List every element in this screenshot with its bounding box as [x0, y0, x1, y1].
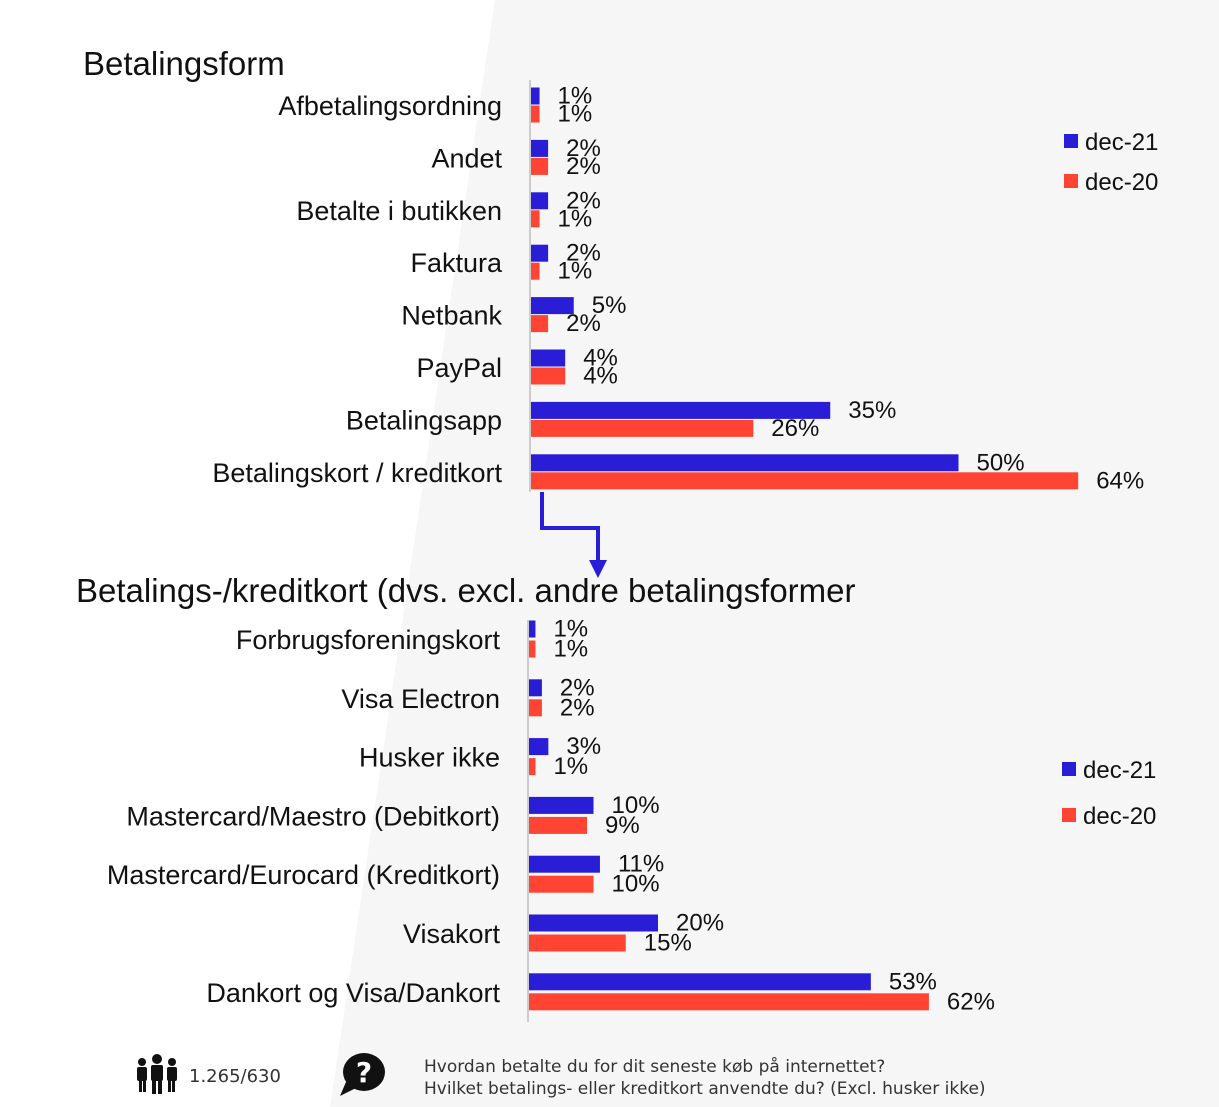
data-label: 1%	[553, 753, 588, 780]
svg-text:?: ?	[356, 1056, 372, 1089]
data-label: 26%	[771, 415, 819, 442]
bar-dec-20	[531, 367, 566, 385]
bar-dec-21	[531, 192, 549, 210]
data-label: 2%	[566, 240, 601, 267]
data-label: 1%	[558, 205, 593, 232]
category-label: Visa Electron	[341, 684, 500, 714]
people-icon	[137, 1054, 177, 1094]
bar-dec-20	[529, 758, 536, 776]
category-label: Betalingskort / kreditkort	[212, 458, 502, 488]
flow-arrow	[540, 492, 600, 562]
data-label: 2%	[566, 310, 601, 337]
question-bubble-icon: ?	[340, 1053, 385, 1096]
bar-dec-20	[529, 640, 536, 658]
data-label: 64%	[1096, 467, 1144, 494]
bar-dec-21	[529, 973, 871, 991]
data-label: 15%	[644, 930, 692, 957]
category-label: Faktura	[410, 248, 503, 278]
legend-swatch-dec-21	[1064, 134, 1078, 148]
flow-arrowhead	[589, 560, 607, 578]
footer-icons: ?	[137, 1053, 385, 1096]
data-label: 2%	[566, 135, 601, 162]
data-label: 1%	[558, 83, 593, 110]
data-label: 2%	[566, 187, 601, 214]
bar-dec-21	[529, 796, 594, 814]
data-label: 2%	[560, 674, 595, 701]
data-label: 11%	[618, 851, 664, 878]
question-line-1: Hvordan betalte du for dit seneste køb p…	[424, 1057, 886, 1077]
legend-swatch-dec-20	[1064, 174, 1078, 188]
category-label: Andet	[431, 143, 502, 173]
legend-label-dec-20: dec-20	[1085, 169, 1158, 196]
category-label: Forbrugsforeningskort	[236, 625, 501, 655]
question-line-2: Hvilket betalings- eller kreditkort anve…	[424, 1079, 986, 1099]
data-label: 1%	[558, 101, 593, 128]
legend-label-dec-21: dec-21	[1085, 129, 1158, 156]
category-label: Mastercard/Maestro (Debitkort)	[126, 801, 500, 831]
data-label: 10%	[612, 871, 660, 898]
category-label: Visakort	[403, 919, 501, 949]
category-label: Betalte i butikken	[296, 196, 502, 226]
category-label: Netbank	[401, 301, 502, 331]
category-label: PayPal	[416, 353, 502, 383]
data-label: 35%	[848, 397, 896, 424]
bar-dec-20	[531, 105, 540, 123]
chart-title: Betalings-/kreditkort (dvs. excl. andre …	[76, 572, 856, 609]
bar-dec-21	[529, 855, 600, 873]
data-label: 53%	[889, 968, 937, 995]
bar-dec-20	[531, 262, 540, 280]
data-label: 20%	[676, 910, 724, 937]
data-label: 50%	[977, 449, 1025, 476]
bar-dec-20	[531, 315, 549, 333]
category-label: Dankort og Visa/Dankort	[206, 978, 500, 1008]
data-label: 1%	[558, 258, 593, 285]
bar-dec-21	[531, 139, 549, 157]
bar-dec-21	[531, 349, 566, 367]
data-label: 9%	[605, 812, 640, 839]
bar-dec-20	[529, 875, 594, 893]
data-label: 1%	[553, 636, 588, 663]
data-label: 1%	[553, 616, 588, 643]
category-label: Mastercard/Eurocard (Kreditkort)	[107, 860, 500, 890]
data-label: 2%	[560, 694, 595, 721]
legend-swatch-dec-20	[1062, 808, 1076, 822]
bar-dec-21	[529, 679, 542, 697]
chart-kort: Betalings-/kreditkort (dvs. excl. andre …	[76, 572, 1156, 1022]
bar-dec-21	[529, 914, 658, 932]
category-label: Betalingsapp	[346, 405, 502, 435]
data-label: 62%	[947, 988, 995, 1015]
sample-size: 1.265/630	[189, 1066, 281, 1087]
category-label: Afbetalingsordning	[278, 91, 502, 121]
chart-title: Betalingsform	[83, 45, 285, 82]
bar-dec-20	[531, 157, 549, 175]
category-label: Husker ikke	[359, 743, 500, 773]
legend-label-dec-20: dec-20	[1083, 803, 1156, 830]
bar-dec-20	[529, 934, 626, 952]
data-label: 3%	[566, 733, 601, 760]
bar-dec-21	[531, 454, 959, 472]
data-label: 10%	[612, 792, 660, 819]
bar-dec-21	[529, 738, 549, 756]
bar-dec-20	[531, 419, 754, 437]
bar-dec-21	[531, 244, 549, 262]
bar-dec-21	[531, 87, 540, 105]
legend-label-dec-21: dec-21	[1083, 757, 1156, 784]
bar-dec-20	[529, 993, 929, 1011]
bar-dec-21	[529, 620, 536, 638]
bar-dec-20	[531, 210, 540, 228]
data-label: 2%	[566, 153, 601, 180]
bar-dec-21	[531, 297, 574, 315]
legend-swatch-dec-21	[1062, 762, 1076, 776]
data-label: 4%	[583, 363, 618, 390]
bar-dec-20	[529, 699, 542, 717]
bar-dec-20	[529, 816, 588, 834]
data-label: 5%	[592, 292, 627, 319]
data-label: 4%	[583, 345, 618, 372]
bar-dec-20	[531, 472, 1079, 490]
bar-dec-21	[531, 401, 831, 419]
